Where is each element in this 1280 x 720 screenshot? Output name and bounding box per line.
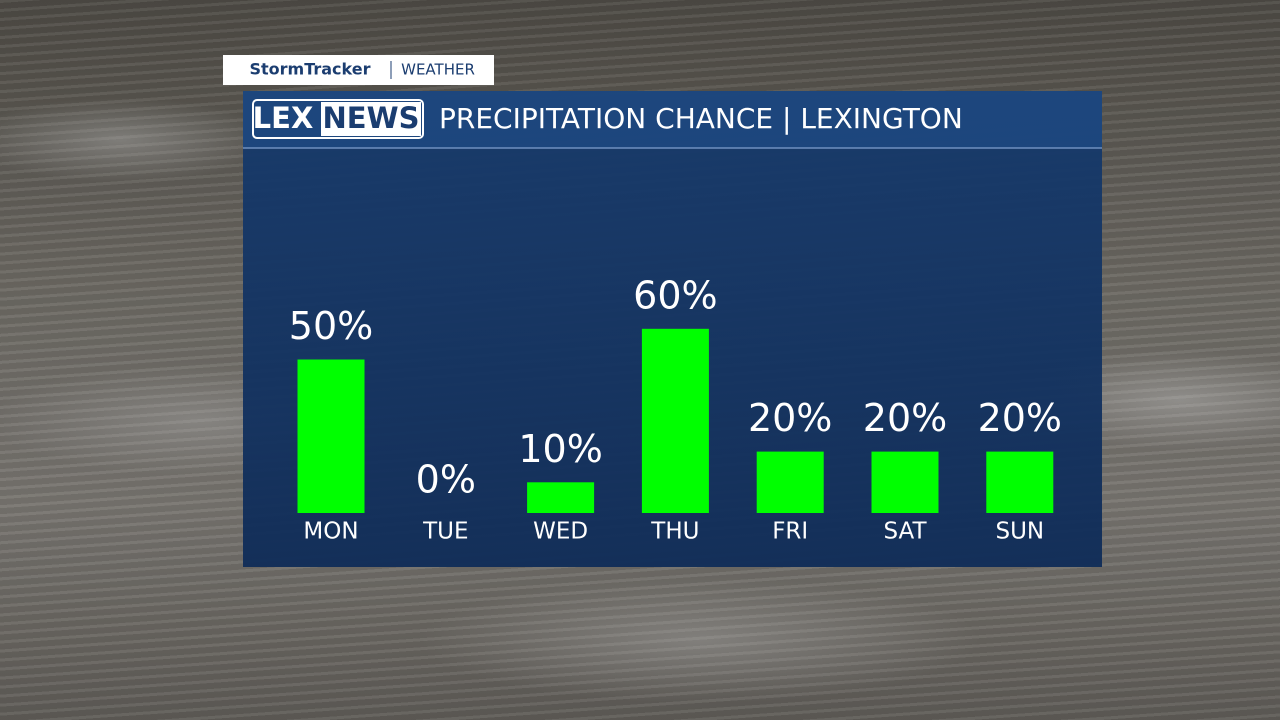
- x-tick-label: WED: [533, 519, 588, 545]
- chart-title: PRECIPITATION CHANCE | LEXINGTON: [439, 102, 963, 135]
- value-label: 20%: [748, 396, 832, 440]
- value-label: 50%: [289, 304, 373, 348]
- x-tick-label: MON: [303, 519, 358, 545]
- value-label: 60%: [633, 273, 717, 317]
- x-tick-label: SUN: [995, 519, 1044, 545]
- logo-part: NEWS: [323, 101, 420, 135]
- logo-fill: [321, 102, 421, 136]
- bar: [641, 328, 709, 513]
- x-tick-label: THU: [650, 519, 699, 545]
- x-tick-label: SAT: [883, 519, 927, 545]
- show-tab: [223, 55, 494, 85]
- bar: [297, 359, 365, 513]
- show-name: StormTracker: [249, 60, 370, 79]
- value-label: 20%: [863, 396, 947, 440]
- x-tick-label: FRI: [772, 519, 808, 545]
- value-label: 10%: [518, 427, 602, 471]
- logo-box: [252, 99, 424, 139]
- bar: [756, 451, 824, 513]
- bar: [871, 451, 939, 513]
- section-name: WEATHER: [401, 61, 475, 79]
- x-tick-label: TUE: [422, 519, 468, 545]
- value-label: 20%: [978, 396, 1062, 440]
- logo-part: LEX: [253, 101, 314, 135]
- value-label: 0%: [416, 458, 476, 502]
- bar: [986, 451, 1054, 513]
- bar: [527, 482, 595, 513]
